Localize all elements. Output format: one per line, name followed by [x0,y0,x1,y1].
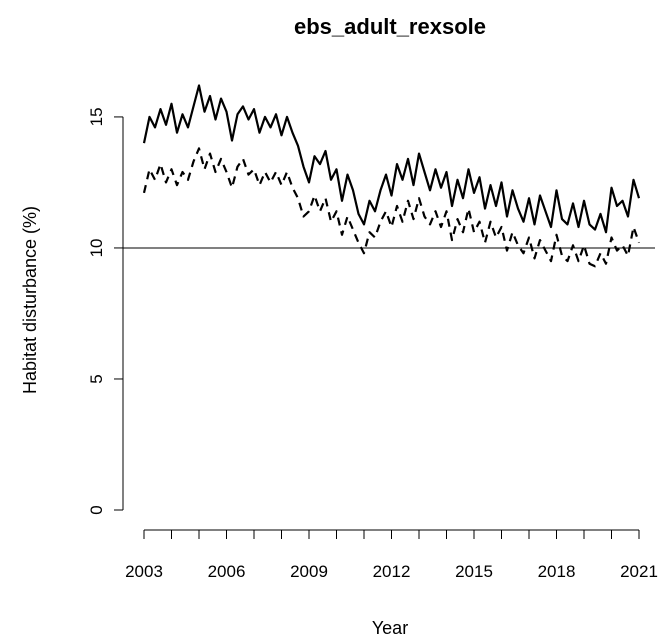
series-line-solid [142,84,641,234]
x-tick-label: 2003 [125,562,163,581]
y-tick-label: 0 [87,505,106,514]
y-tick-label: 10 [87,238,106,257]
x-tick-label: 2009 [290,562,328,581]
y-tick-label: 15 [87,107,106,126]
y-axis-title: Habitat disturbance (%) [20,206,40,394]
x-tick-label: 2021 [620,562,658,581]
x-tick-label: 2015 [455,562,493,581]
plot-area: 0 5 10 15 2003 2006 2009 2012 2015 2018 2021 [87,84,658,581]
chart-title: ebs_adult_rexsole [294,14,486,39]
y-tick-label: 5 [87,374,106,383]
series-line-dashed [142,147,641,268]
x-tick-label: 2018 [538,562,576,581]
x-tick-label: 2012 [373,562,411,581]
x-axis-title: Year [372,618,408,638]
x-tick-label: 2006 [208,562,246,581]
